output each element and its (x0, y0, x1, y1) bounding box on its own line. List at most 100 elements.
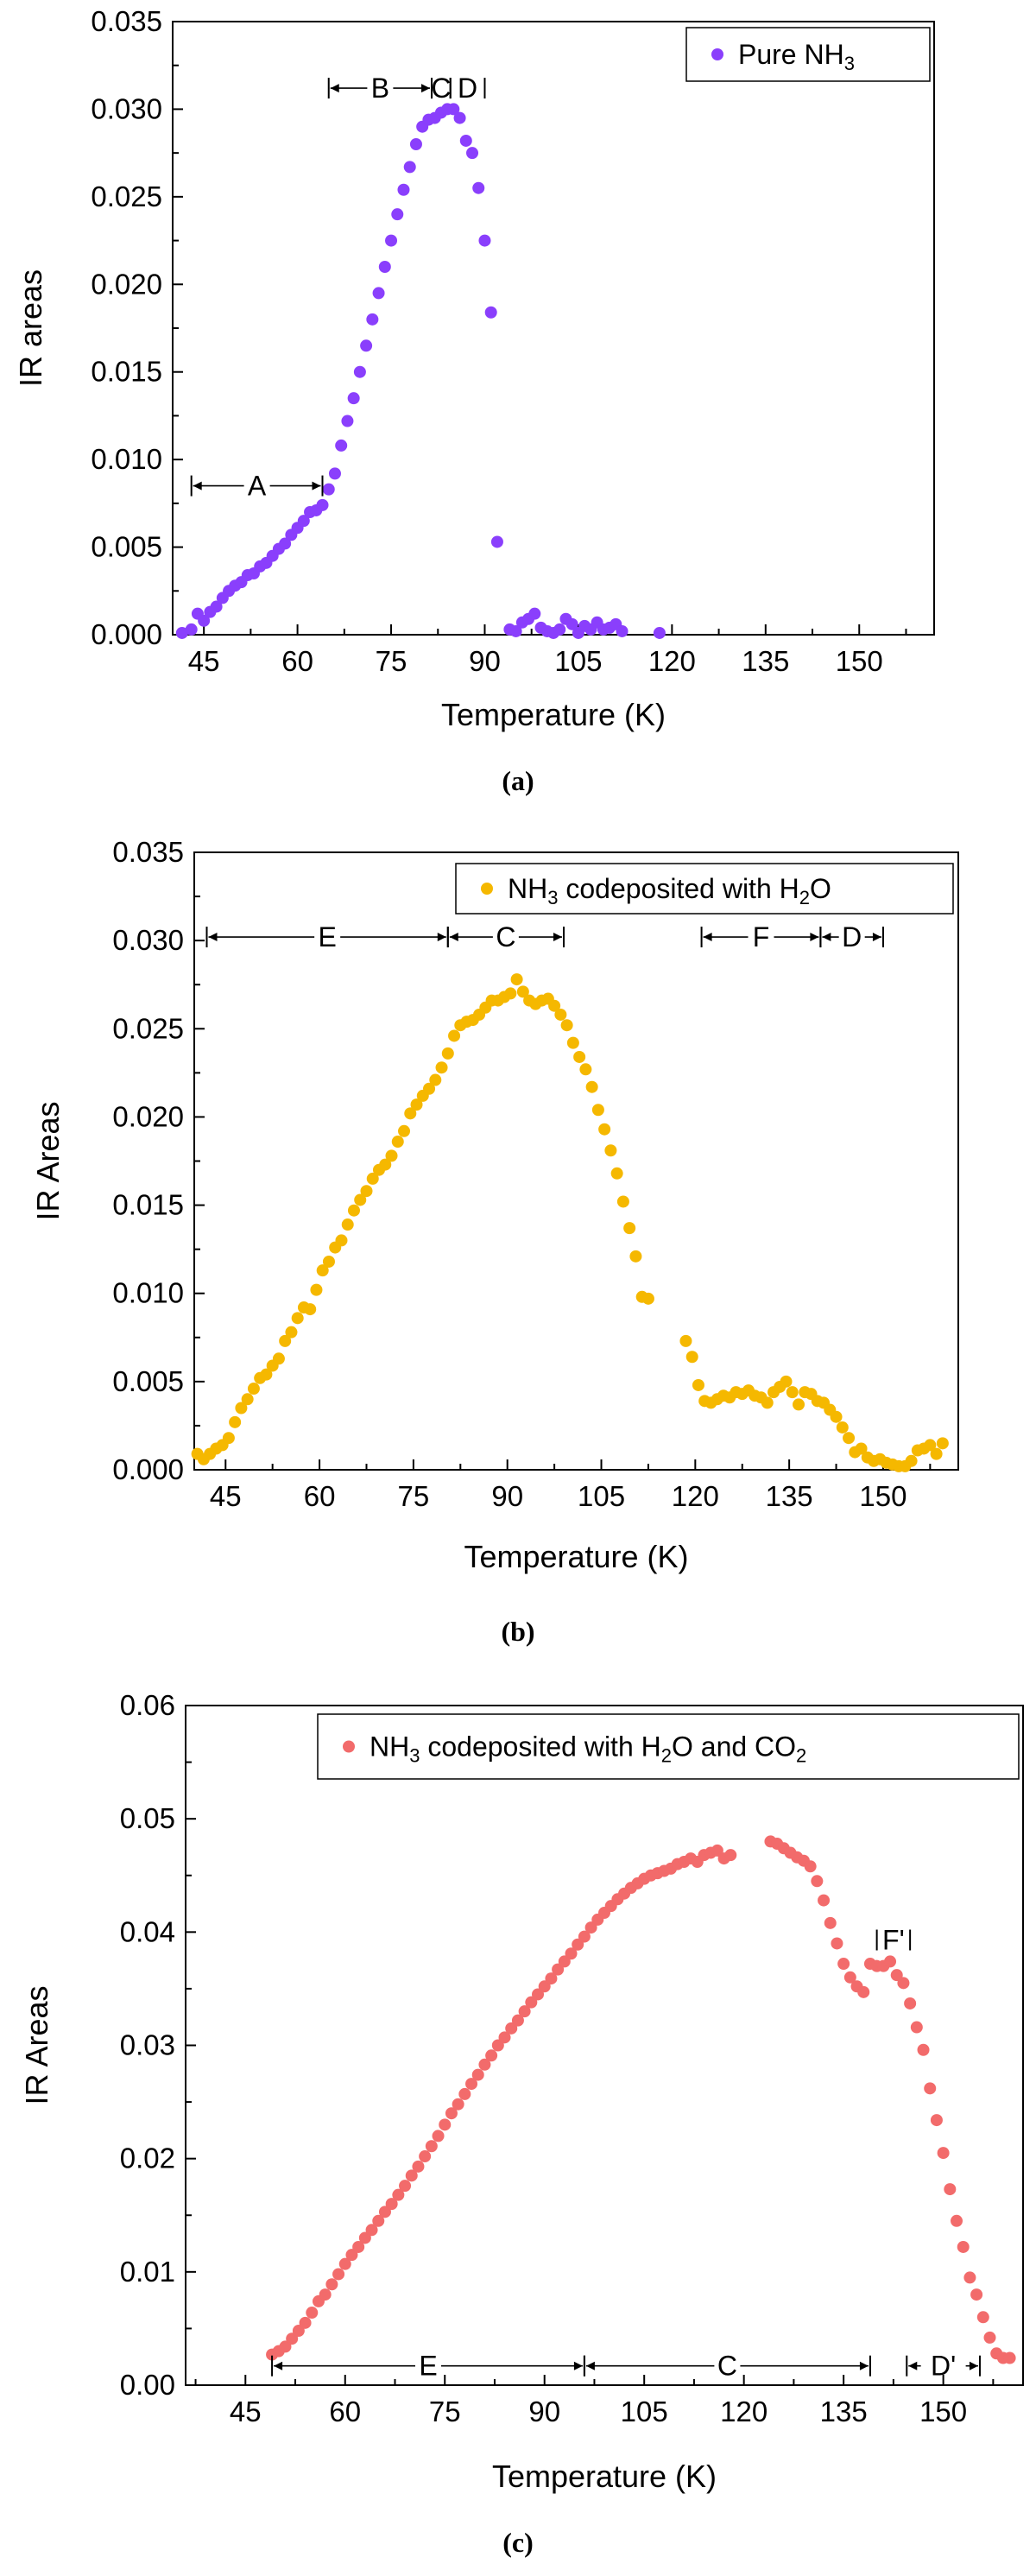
data-point (566, 1036, 579, 1049)
legend-label: NH3 codeposited with H2O (508, 873, 831, 908)
x-tick-label: 120 (672, 1480, 719, 1512)
region-label: F (753, 921, 770, 953)
x-tick-label: 135 (742, 645, 789, 677)
legend: Pure NH3 (685, 27, 931, 82)
x-tick-label: 90 (528, 2396, 560, 2427)
data-point (341, 415, 354, 427)
x-tick-label: 75 (376, 645, 407, 677)
data-point (335, 1234, 348, 1247)
data-point (545, 1972, 558, 1985)
data-point (409, 138, 422, 150)
data-point (279, 537, 292, 550)
data-point (584, 1921, 597, 1934)
data-point (504, 987, 517, 1000)
data-point (452, 2098, 464, 2111)
data-point (210, 600, 223, 613)
region-arrow-head (703, 933, 712, 942)
data-point (641, 1292, 654, 1305)
x-tick-label: 45 (210, 1480, 242, 1512)
data-point (525, 1996, 538, 2009)
region-arrow-head (274, 2361, 283, 2370)
data-point (354, 1193, 367, 1206)
data-point (465, 2078, 478, 2091)
region-annotation: E (271, 2351, 585, 2382)
data-point (818, 1894, 831, 1907)
data-point (328, 467, 341, 480)
y-tick-label: 0.030 (91, 92, 162, 124)
data-point (466, 147, 479, 160)
data-point (247, 1383, 260, 1396)
y-tick-label: 0.000 (112, 1453, 184, 1485)
data-point (516, 985, 529, 998)
data-point (836, 1421, 849, 1434)
data-point (553, 623, 566, 636)
data-point (505, 2022, 518, 2035)
data-point (484, 306, 497, 319)
region-label: E (318, 921, 336, 953)
data-point (423, 1082, 436, 1095)
x-tick-label: 75 (398, 1480, 430, 1512)
data-point (322, 483, 335, 496)
data-point (310, 1283, 323, 1296)
data-point (478, 234, 491, 247)
data-point (711, 1844, 723, 1857)
region-arrow-head (872, 933, 881, 942)
region-label: C (496, 921, 515, 953)
x-tick-label: 60 (281, 645, 313, 677)
data-point (306, 2307, 319, 2320)
legend-marker (481, 883, 493, 895)
region-annotation: A (190, 471, 324, 502)
data-point (392, 2188, 405, 2201)
region-label: D' (931, 2351, 956, 2382)
y-tick-label: 0.01 (120, 2256, 175, 2288)
data-point (565, 1947, 578, 1960)
data-point (548, 999, 561, 1012)
data-point (412, 2160, 425, 2173)
y-tick-label: 0.005 (112, 1365, 184, 1397)
data-point (478, 2058, 491, 2071)
data-point (910, 2021, 923, 2034)
region-annotation: C (431, 73, 452, 104)
data-series (191, 973, 949, 1472)
data-point (538, 1980, 551, 1993)
data-point (316, 1264, 329, 1277)
region-arrow-head (553, 933, 562, 942)
data-point (830, 1410, 843, 1423)
data-point (398, 1124, 411, 1137)
x-tick-label: 150 (836, 645, 883, 677)
data-point (983, 2331, 996, 2344)
data-point (325, 2278, 338, 2291)
legend: NH3 codeposited with H2O (455, 863, 954, 915)
region-arrow-head (437, 933, 446, 942)
data-point (441, 1047, 454, 1060)
data-point (304, 1303, 317, 1316)
data-point (793, 1398, 805, 1411)
y-tick-label: 0.025 (91, 180, 162, 212)
data-point (365, 2224, 378, 2237)
legend-label: Pure NH3 (738, 39, 855, 74)
x-tick-label: 90 (491, 1480, 523, 1512)
data-point (598, 1123, 611, 1136)
y-axis-label: IR Areas (19, 1985, 54, 2104)
data-point (347, 1204, 360, 1217)
legend-text: NH (508, 873, 547, 904)
y-tick-label: 0.015 (91, 356, 162, 388)
region-annotation: F (700, 921, 822, 953)
region-annotation: D (449, 73, 486, 104)
data-point (855, 1442, 868, 1455)
legend-subscript: 2 (799, 887, 810, 908)
data-point (198, 614, 211, 627)
x-tick-label: 105 (578, 1480, 625, 1512)
data-point (616, 624, 629, 637)
legend-subscript: 3 (409, 1745, 420, 1767)
data-point (472, 181, 485, 194)
legend-text: NH (370, 1731, 409, 1763)
data-point (292, 2325, 305, 2338)
region-arrow-head (330, 84, 339, 93)
data-point (419, 2150, 432, 2163)
y-tick-label: 0.06 (120, 1689, 175, 1721)
data-point (345, 2249, 358, 2262)
y-tick-label: 0.030 (112, 924, 184, 956)
